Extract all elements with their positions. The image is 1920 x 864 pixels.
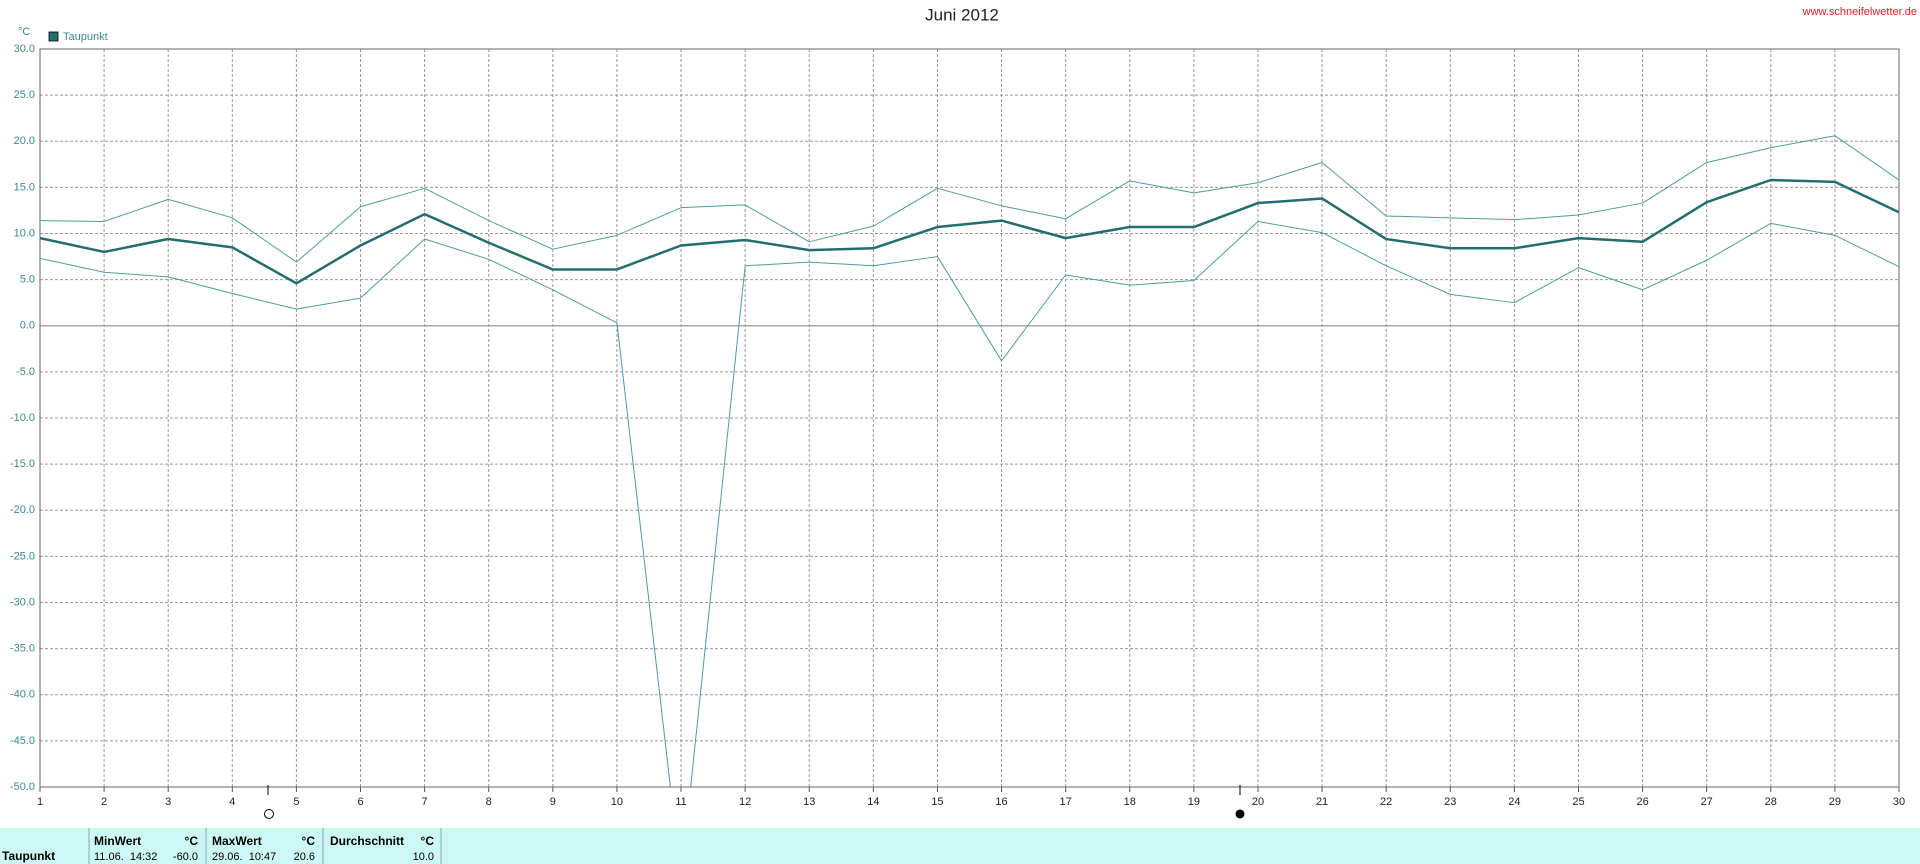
x-tick-label: 12 — [739, 796, 751, 808]
table-cell: 11.06. 14:32 — [94, 851, 157, 863]
x-tick-label: 8 — [486, 796, 492, 808]
table-cell: 20.6 — [294, 851, 315, 863]
y-tick-label: -25.0 — [10, 550, 35, 562]
table-cell: -60.0 — [173, 851, 198, 863]
x-tick-label: 24 — [1508, 796, 1520, 808]
y-unit: °C — [18, 26, 30, 38]
y-tick-label: -35.0 — [10, 643, 35, 655]
x-tick-label: 5 — [293, 796, 299, 808]
x-tick-label: 26 — [1636, 796, 1648, 808]
table-header: °C — [185, 834, 199, 848]
x-tick-label: 13 — [803, 796, 815, 808]
table-header: °C — [302, 834, 316, 848]
x-tick-label: 22 — [1380, 796, 1392, 808]
source: www.schneifelwetter.de — [1802, 6, 1917, 18]
full-moon-icon — [264, 809, 274, 819]
x-tick-label: 10 — [611, 796, 623, 808]
x-tick-label: 29 — [1829, 796, 1841, 808]
y-tick-label: -30.0 — [10, 596, 35, 608]
table-header: Durchschnitt — [330, 834, 404, 848]
x-tick-label: 11 — [675, 796, 686, 808]
x-tick-label: 7 — [422, 796, 428, 808]
y-tick-label: 15.0 — [14, 181, 35, 193]
x-tick-label: 19 — [1188, 796, 1200, 808]
y-tick-label: -5.0 — [16, 366, 35, 378]
y-tick-label: 25.0 — [14, 89, 35, 101]
table-header: °C — [421, 834, 435, 848]
x-tick-label: 30 — [1893, 796, 1905, 808]
x-tick-label: 21 — [1316, 796, 1328, 808]
y-tick-label: 10.0 — [14, 227, 35, 239]
x-tick-label: 28 — [1765, 796, 1777, 808]
plot-frame — [39, 48, 1900, 788]
table-header: MinWert — [94, 834, 141, 848]
x-tick-label: 16 — [995, 796, 1007, 808]
y-tick-label: -15.0 — [10, 458, 35, 470]
chart-title: Juni 2012 — [925, 5, 999, 24]
x-tick-label: 3 — [165, 796, 171, 808]
y-tick-label: -10.0 — [10, 412, 35, 424]
x-tick-label: 14 — [867, 796, 879, 808]
x-tick-label: 23 — [1444, 796, 1456, 808]
y-tick-label: 30.0 — [14, 43, 35, 55]
new-moon-icon — [1235, 809, 1245, 819]
y-tick-label: 5.0 — [20, 274, 35, 286]
series-line — [40, 221, 1899, 787]
x-tick-label: 27 — [1701, 796, 1713, 808]
y-tick-label: 20.0 — [14, 135, 35, 147]
table-background — [0, 828, 1920, 864]
y-tick-label: -40.0 — [10, 689, 35, 701]
legend-label: Taupunkt — [63, 31, 108, 43]
x-tick-label: 4 — [229, 796, 235, 808]
y-tick-label: -20.0 — [10, 504, 35, 516]
x-tick-label: 15 — [931, 796, 943, 808]
series-line — [40, 178, 1899, 285]
plot: 30.0 25.0 20.0 15.0 10.0 5.0 0.0 -5.0 -10.0 -15.0… — [10, 43, 1905, 808]
table-cell: 29.06. 10:47 — [212, 851, 276, 863]
x-tick-label: 9 — [550, 796, 556, 808]
series-line — [40, 135, 1899, 263]
x-tick-label: 18 — [1124, 796, 1136, 808]
y-tick-label: -45.0 — [10, 735, 35, 747]
table-row-label: Taupunkt — [2, 849, 55, 863]
x-tick-label: 25 — [1572, 796, 1584, 808]
x-tick-label: 6 — [357, 796, 363, 808]
table-cell: 10.0 — [413, 851, 434, 863]
stats-table: MinWert °C MaxWert °C Durchschnitt °C Ta… — [0, 828, 1920, 864]
x-tick-label: 1 — [37, 796, 43, 808]
x-tick-label: 20 — [1252, 796, 1264, 808]
y-tick-label: 0.0 — [20, 320, 35, 332]
table-header: MaxWert — [212, 834, 262, 848]
y-tick-label: -50.0 — [10, 781, 35, 793]
x-tick-label: 2 — [101, 796, 107, 808]
legend-swatch — [48, 31, 59, 42]
x-tick-label: 17 — [1060, 796, 1072, 808]
